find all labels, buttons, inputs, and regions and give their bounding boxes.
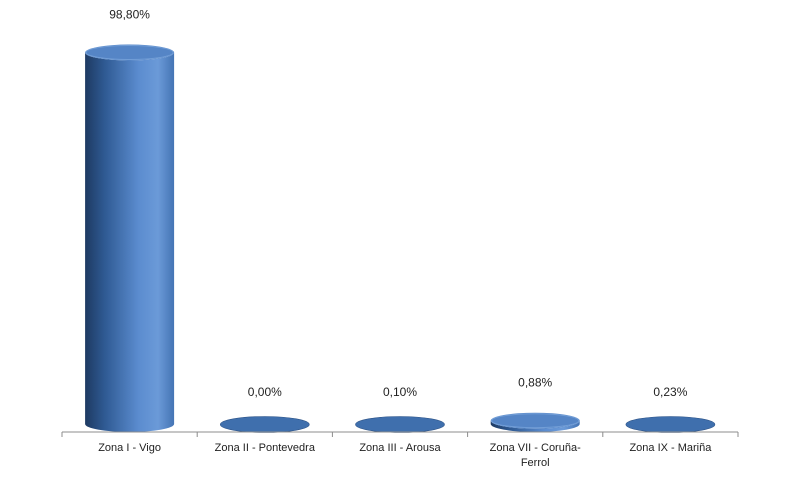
bar-disk xyxy=(355,416,445,433)
data-label: 0,88% xyxy=(518,376,552,390)
bar-top-rim xyxy=(85,45,174,61)
bar-top xyxy=(85,44,175,61)
bar-3 xyxy=(355,416,445,433)
category-label: Zona VII - Coruña-Ferrol xyxy=(490,442,581,469)
data-label: 98,80% xyxy=(109,8,150,22)
bar-body xyxy=(85,52,175,433)
data-label: 0,00% xyxy=(248,385,282,399)
category-label: Zona III - Arousa xyxy=(359,442,441,454)
bar-2 xyxy=(219,416,310,433)
bar-top-rim xyxy=(491,413,580,429)
category-label: Zona I - Vigo xyxy=(98,442,161,454)
x-axis-ticks xyxy=(61,432,739,437)
bar-disk xyxy=(219,416,310,433)
bar-top xyxy=(490,412,580,429)
data-label: 0,10% xyxy=(383,385,417,399)
bar-disk xyxy=(625,416,716,433)
category-label: Zona IX - Mariña xyxy=(629,442,712,454)
data-labels: 98,80% 0,00% 0,10% 0,88% 0,23% xyxy=(109,8,687,399)
bar-4 xyxy=(490,412,580,432)
bar-5 xyxy=(625,416,716,433)
bar-1 xyxy=(85,44,175,433)
bar-body xyxy=(490,420,580,432)
category-labels: Zona I - Vigo Zona II - Pontevedra Zona II… xyxy=(98,442,712,469)
data-label: 0,23% xyxy=(653,385,687,399)
category-label: Zona II - Pontevedra xyxy=(215,442,316,454)
bars-layer xyxy=(85,44,716,433)
